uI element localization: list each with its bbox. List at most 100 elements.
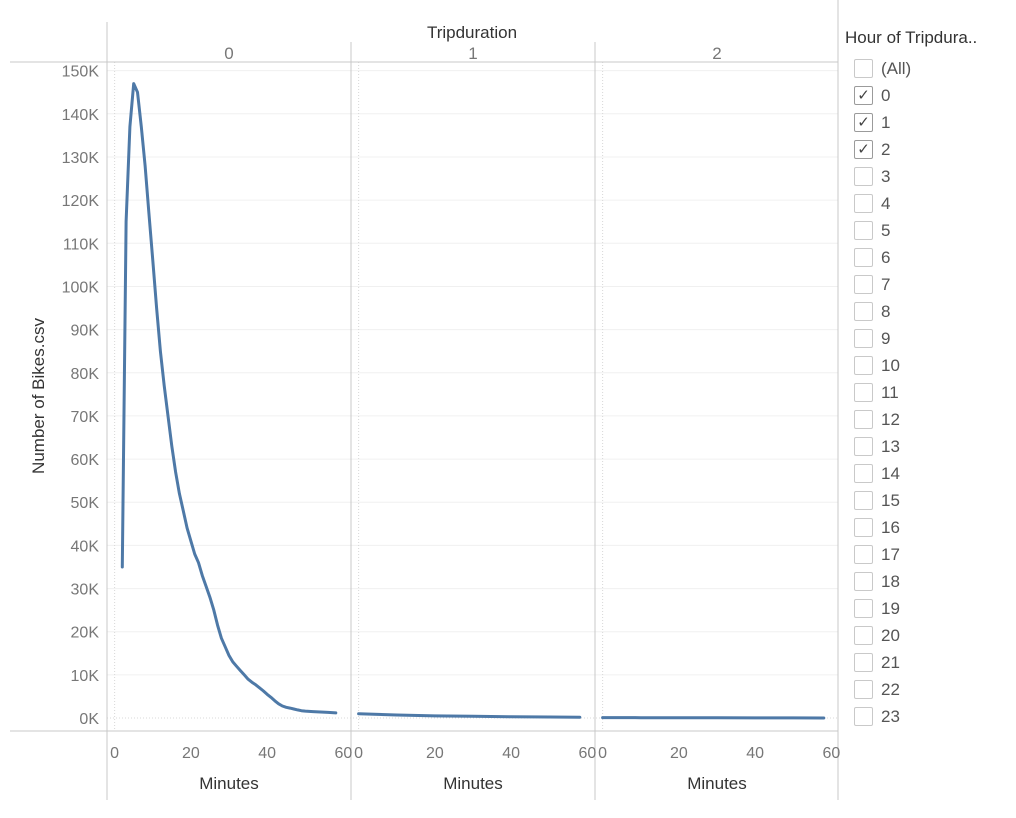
filter-checkbox[interactable] bbox=[854, 437, 873, 456]
filter-checkbox[interactable] bbox=[854, 275, 873, 294]
filter-item-label: 9 bbox=[881, 328, 891, 348]
filter-item[interactable]: 21 bbox=[854, 649, 1013, 676]
filter-item-label: 6 bbox=[881, 247, 891, 267]
y-tick-label: 120K bbox=[62, 193, 100, 210]
x-axis-title: Minutes bbox=[687, 774, 747, 793]
filter-checkbox[interactable] bbox=[854, 518, 873, 537]
filter-checkbox[interactable] bbox=[854, 59, 873, 78]
filter-checkbox[interactable] bbox=[854, 491, 873, 510]
panel-label-1: 1 bbox=[468, 44, 477, 63]
checkmark-icon: ✓ bbox=[857, 87, 870, 104]
filter-checkbox[interactable] bbox=[854, 464, 873, 483]
filter-checkbox[interactable] bbox=[854, 653, 873, 672]
y-tick-label: 100K bbox=[62, 279, 100, 296]
filter-item[interactable]: 4 bbox=[854, 190, 1013, 217]
filter-item[interactable]: ✓ 2 bbox=[854, 136, 1013, 163]
filter-item-label: 8 bbox=[881, 301, 891, 321]
filter-checkbox[interactable] bbox=[854, 410, 873, 429]
filter-checkbox[interactable] bbox=[854, 680, 873, 699]
x-axis-title: Minutes bbox=[199, 774, 259, 793]
filter-checkbox[interactable]: ✓ bbox=[854, 113, 873, 132]
filter-checkbox[interactable] bbox=[854, 383, 873, 402]
filter-checkbox[interactable] bbox=[854, 167, 873, 186]
y-tick-label: 70K bbox=[71, 409, 100, 426]
y-tick-label: 20K bbox=[71, 625, 100, 642]
filter-checkbox[interactable] bbox=[854, 707, 873, 726]
filter-item-label: 10 bbox=[881, 355, 900, 375]
filter-checkbox[interactable] bbox=[854, 221, 873, 240]
y-tick-label: 80K bbox=[71, 366, 100, 383]
filter-item[interactable]: 20 bbox=[854, 622, 1013, 649]
filter-item[interactable]: 18 bbox=[854, 568, 1013, 595]
filter-item[interactable]: 11 bbox=[854, 379, 1013, 406]
x-tick-label: 60 bbox=[578, 745, 596, 762]
filter-checkbox[interactable] bbox=[854, 572, 873, 591]
filter-item[interactable]: 14 bbox=[854, 460, 1013, 487]
panel-label-2: 2 bbox=[712, 44, 721, 63]
filter-checkbox[interactable] bbox=[854, 194, 873, 213]
checkmark-icon: ✓ bbox=[857, 141, 870, 158]
filter-item-label: 22 bbox=[881, 679, 900, 699]
filter-item-label: 17 bbox=[881, 544, 900, 564]
x-tick-label: 40 bbox=[258, 745, 276, 762]
y-axis-title: Number of Bikes.csv bbox=[29, 318, 48, 474]
y-tick-label: 140K bbox=[62, 107, 100, 124]
filter-item[interactable]: 3 bbox=[854, 163, 1013, 190]
filter-item-label: 7 bbox=[881, 274, 891, 294]
filter-item[interactable]: 19 bbox=[854, 595, 1013, 622]
y-tick-label: 130K bbox=[62, 150, 100, 167]
filter-item-label: (All) bbox=[881, 58, 912, 78]
filter-item-label: 13 bbox=[881, 436, 900, 456]
filter-item[interactable]: 10 bbox=[854, 352, 1013, 379]
filter-checkbox[interactable] bbox=[854, 329, 873, 348]
filter-checkbox[interactable] bbox=[854, 356, 873, 375]
filter-item-label: 3 bbox=[881, 166, 891, 186]
filter-checkbox[interactable] bbox=[854, 599, 873, 618]
filter-item[interactable]: 12 bbox=[854, 406, 1013, 433]
filter-item[interactable]: (All) bbox=[854, 55, 1013, 82]
filter-checkbox[interactable] bbox=[854, 302, 873, 321]
filter-item-label: 0 bbox=[881, 85, 891, 105]
filter-item-label: 1 bbox=[881, 112, 891, 132]
x-tick-label: 0 bbox=[110, 745, 119, 762]
filter-checkbox[interactable]: ✓ bbox=[854, 86, 873, 105]
x-tick-label: 60 bbox=[334, 745, 352, 762]
filter-item[interactable]: 5 bbox=[854, 217, 1013, 244]
filter-item-label: 21 bbox=[881, 652, 900, 672]
filter-item-label: 12 bbox=[881, 409, 900, 429]
filter-item[interactable]: 6 bbox=[854, 244, 1013, 271]
filter-item[interactable]: 15 bbox=[854, 487, 1013, 514]
filter-item-label: 18 bbox=[881, 571, 900, 591]
filter-item-label: 11 bbox=[881, 382, 899, 402]
x-axis-title: Minutes bbox=[443, 774, 503, 793]
checkmark-icon: ✓ bbox=[857, 114, 870, 131]
filter-item[interactable]: 16 bbox=[854, 514, 1013, 541]
filter-item-label: 16 bbox=[881, 517, 900, 537]
filter-item[interactable]: ✓ 1 bbox=[854, 109, 1013, 136]
y-tick-label: 60K bbox=[71, 452, 100, 469]
filter-list: (All) ✓ 0 ✓ 1 ✓ 2 3 4 5 6 7 8 9 10 11 12 13 14 15 16 17 18 19 20… bbox=[845, 55, 1013, 730]
y-tick-label: 40K bbox=[71, 538, 100, 555]
y-tick-label: 150K bbox=[62, 64, 100, 81]
x-tick-label: 0 bbox=[598, 745, 607, 762]
axes bbox=[10, 0, 839, 800]
filter-checkbox[interactable] bbox=[854, 626, 873, 645]
filter-item[interactable]: 22 bbox=[854, 676, 1013, 703]
filter-item-label: 4 bbox=[881, 193, 891, 213]
filter-item[interactable]: 23 bbox=[854, 703, 1013, 730]
filter-item[interactable]: 7 bbox=[854, 271, 1013, 298]
filter-item[interactable]: ✓ 0 bbox=[854, 82, 1013, 109]
x-tick-label: 40 bbox=[502, 745, 520, 762]
filter-item[interactable]: 17 bbox=[854, 541, 1013, 568]
panel-label-0: 0 bbox=[224, 44, 233, 63]
hour-filter-panel: Hour of Tripdura.. (All) ✓ 0 ✓ 1 ✓ 2 3 4 5 6 7 8 9 10 1… bbox=[845, 28, 1013, 730]
filter-item[interactable]: 13 bbox=[854, 433, 1013, 460]
x-tick-label: 40 bbox=[746, 745, 764, 762]
filter-checkbox[interactable] bbox=[854, 248, 873, 267]
filter-item[interactable]: 9 bbox=[854, 325, 1013, 352]
y-tick-label: 90K bbox=[71, 323, 100, 340]
filter-item[interactable]: 8 bbox=[854, 298, 1013, 325]
filter-checkbox[interactable] bbox=[854, 545, 873, 564]
filter-checkbox[interactable]: ✓ bbox=[854, 140, 873, 159]
